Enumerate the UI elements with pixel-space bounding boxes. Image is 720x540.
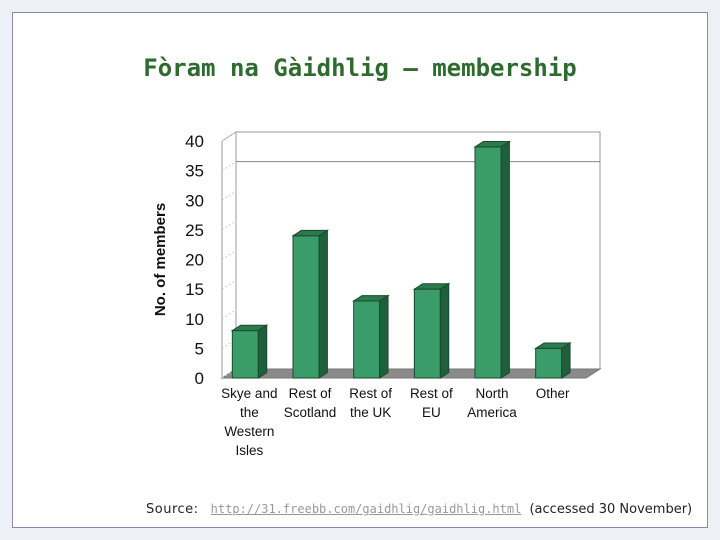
tick-30 <box>221 190 237 201</box>
tick-20 <box>221 250 237 260</box>
x-tick-label: the UK <box>350 405 391 420</box>
tick-25 <box>221 220 237 231</box>
bar-0 <box>231 330 259 379</box>
page-title: Fòram na Gàidhlig – membership <box>143 54 577 82</box>
x-tick-label: Skye and <box>221 386 277 401</box>
x-tick-label: Rest of <box>289 386 332 401</box>
x-tick-label: Other <box>536 386 570 401</box>
y-tick-label: 0 <box>195 369 204 388</box>
tick-15 <box>221 279 237 290</box>
x-tick-label: Rest of <box>410 386 453 401</box>
bar-3 <box>413 288 441 379</box>
bar-side-3 <box>439 282 450 379</box>
source-note: (accessed 30 November) <box>529 502 693 517</box>
source-line: Source: http://31.freebb.com/gaidhlig/ga… <box>146 502 692 517</box>
bar-2 <box>353 300 381 379</box>
x-tick-label: North <box>475 386 508 401</box>
bar-side-2 <box>379 294 389 379</box>
y-tick-label: 15 <box>185 280 204 299</box>
x-tick-label: America <box>467 405 517 420</box>
y-tick-label: 30 <box>185 191 204 210</box>
x-tick-label: Western <box>224 424 274 439</box>
bar-1 <box>292 235 320 379</box>
bar-side-4 <box>500 140 510 379</box>
y-tick-label: 25 <box>185 221 204 240</box>
x-tick-label: Scotland <box>284 405 337 420</box>
bar-side-5 <box>561 342 571 379</box>
y-axis-label: No. of members <box>152 203 169 316</box>
x-tick-label: Rest of <box>349 386 392 401</box>
bar-chart: 0 5 10 15 20 25 30 35 40 No. of members Skye and th… <box>94 112 650 464</box>
chart-area: 0 5 10 15 20 25 30 35 40 No. of members Skye and th… <box>94 112 650 464</box>
x-tick-label: the <box>240 405 259 420</box>
bar-side-1 <box>318 229 328 379</box>
bar-4 <box>474 146 502 379</box>
source-label: Source: <box>146 502 199 517</box>
tick-35 <box>221 161 237 172</box>
x-tick-label: Isles <box>235 443 263 458</box>
y-tick-label: 20 <box>185 251 204 270</box>
source-link[interactable]: http://31.freebb.com/gaidhlig/gaidhlig.h… <box>210 502 522 516</box>
y-tick-label: 5 <box>195 339 204 358</box>
bar-side-0 <box>257 324 268 379</box>
tick-40 <box>221 131 237 142</box>
y-tick-label: 10 <box>185 310 204 329</box>
y-tick-label: 35 <box>185 162 204 181</box>
y-tick-label: 40 <box>185 132 204 151</box>
x-tick-label: EU <box>422 405 441 420</box>
tick-10 <box>221 309 237 320</box>
bar-5 <box>535 347 563 379</box>
